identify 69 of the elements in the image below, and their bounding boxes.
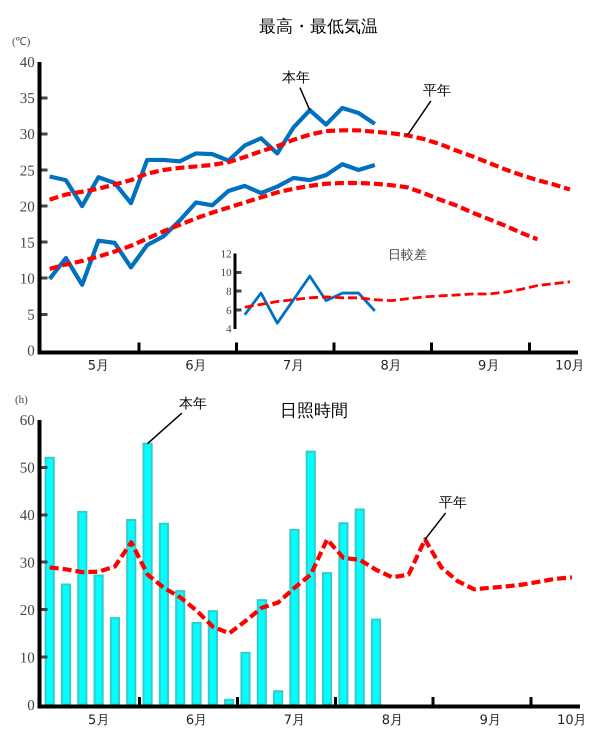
y-axis-title: (h): [15, 394, 28, 406]
bar: [289, 528, 300, 705]
y-tick-label: 30: [20, 127, 35, 144]
y-tick-label: 0: [27, 344, 35, 360]
y-tick-label: 30: [20, 555, 35, 572]
bar: [370, 618, 382, 705]
bar: [175, 590, 186, 705]
x-tick-label: 7月: [284, 712, 306, 728]
bar: [338, 522, 348, 705]
chart-title: 最高・最低気温: [259, 17, 378, 37]
y-tick-label: 0: [27, 698, 35, 714]
chart-title: 日較差: [388, 248, 427, 263]
y-tick-label: 5: [27, 308, 35, 324]
series-label: 本年: [282, 70, 310, 86]
line-series: [48, 162, 377, 287]
y-tick-label: 50: [20, 460, 35, 477]
y-tick-label: 6: [226, 304, 232, 317]
bar: [240, 652, 251, 705]
x-tick-label: 8月: [382, 712, 404, 728]
chart-title: 日照時間: [280, 401, 348, 421]
bar: [77, 510, 88, 705]
y-tick-label: 40: [20, 508, 35, 524]
text: 平年: [423, 83, 451, 99]
y-tick-label: 20: [20, 199, 35, 216]
y-tick-label: 12: [220, 248, 232, 260]
bar: [273, 690, 284, 705]
y-axis-title: (℃): [12, 36, 31, 48]
x-tick-label: 10月: [555, 358, 585, 374]
bar: [224, 698, 234, 705]
bar: [191, 622, 202, 705]
line-series: [243, 280, 572, 309]
bar: [256, 599, 267, 705]
y-tick-label: 25: [20, 163, 35, 180]
x-tick-label: 10月: [557, 712, 587, 728]
bar: [322, 572, 332, 705]
x-tick-label: 7月: [282, 358, 304, 374]
x-tick-label: 6月: [185, 358, 207, 374]
bar: [44, 456, 55, 705]
text: 本年: [179, 396, 207, 412]
text: 平年: [439, 495, 467, 511]
y-tick-label: 10: [20, 271, 35, 288]
y-tick-label: 4: [226, 324, 232, 336]
line-series: [48, 537, 574, 636]
bar: [158, 522, 169, 705]
x-tick-label: 8月: [380, 358, 402, 374]
x-tick-label: 9月: [480, 712, 501, 728]
y-tick-label: 15: [20, 235, 35, 252]
y-tick-label: 40: [20, 55, 35, 72]
bar: [306, 450, 316, 705]
y-tick-label: 60: [20, 413, 35, 430]
x-tick-label: 9月: [478, 358, 500, 374]
bar: [110, 617, 120, 705]
x-tick-label: 5月: [88, 712, 110, 728]
y-tick-label: 35: [20, 91, 35, 108]
line-series: [48, 128, 572, 202]
bar: [354, 508, 365, 705]
bar: [126, 518, 136, 705]
bar: [208, 610, 218, 705]
line-series: [243, 274, 376, 325]
y-tick-label: 20: [20, 602, 35, 619]
bar: [142, 442, 153, 705]
y-tick-label: 10: [220, 267, 232, 280]
bar: [94, 574, 104, 705]
y-tick-label: 8: [226, 286, 232, 298]
line-series: [48, 106, 377, 208]
y-tick-label: 10: [20, 650, 35, 666]
x-tick-label: 5月: [88, 358, 110, 374]
bar: [60, 584, 72, 705]
x-tick-label: 6月: [186, 712, 208, 728]
